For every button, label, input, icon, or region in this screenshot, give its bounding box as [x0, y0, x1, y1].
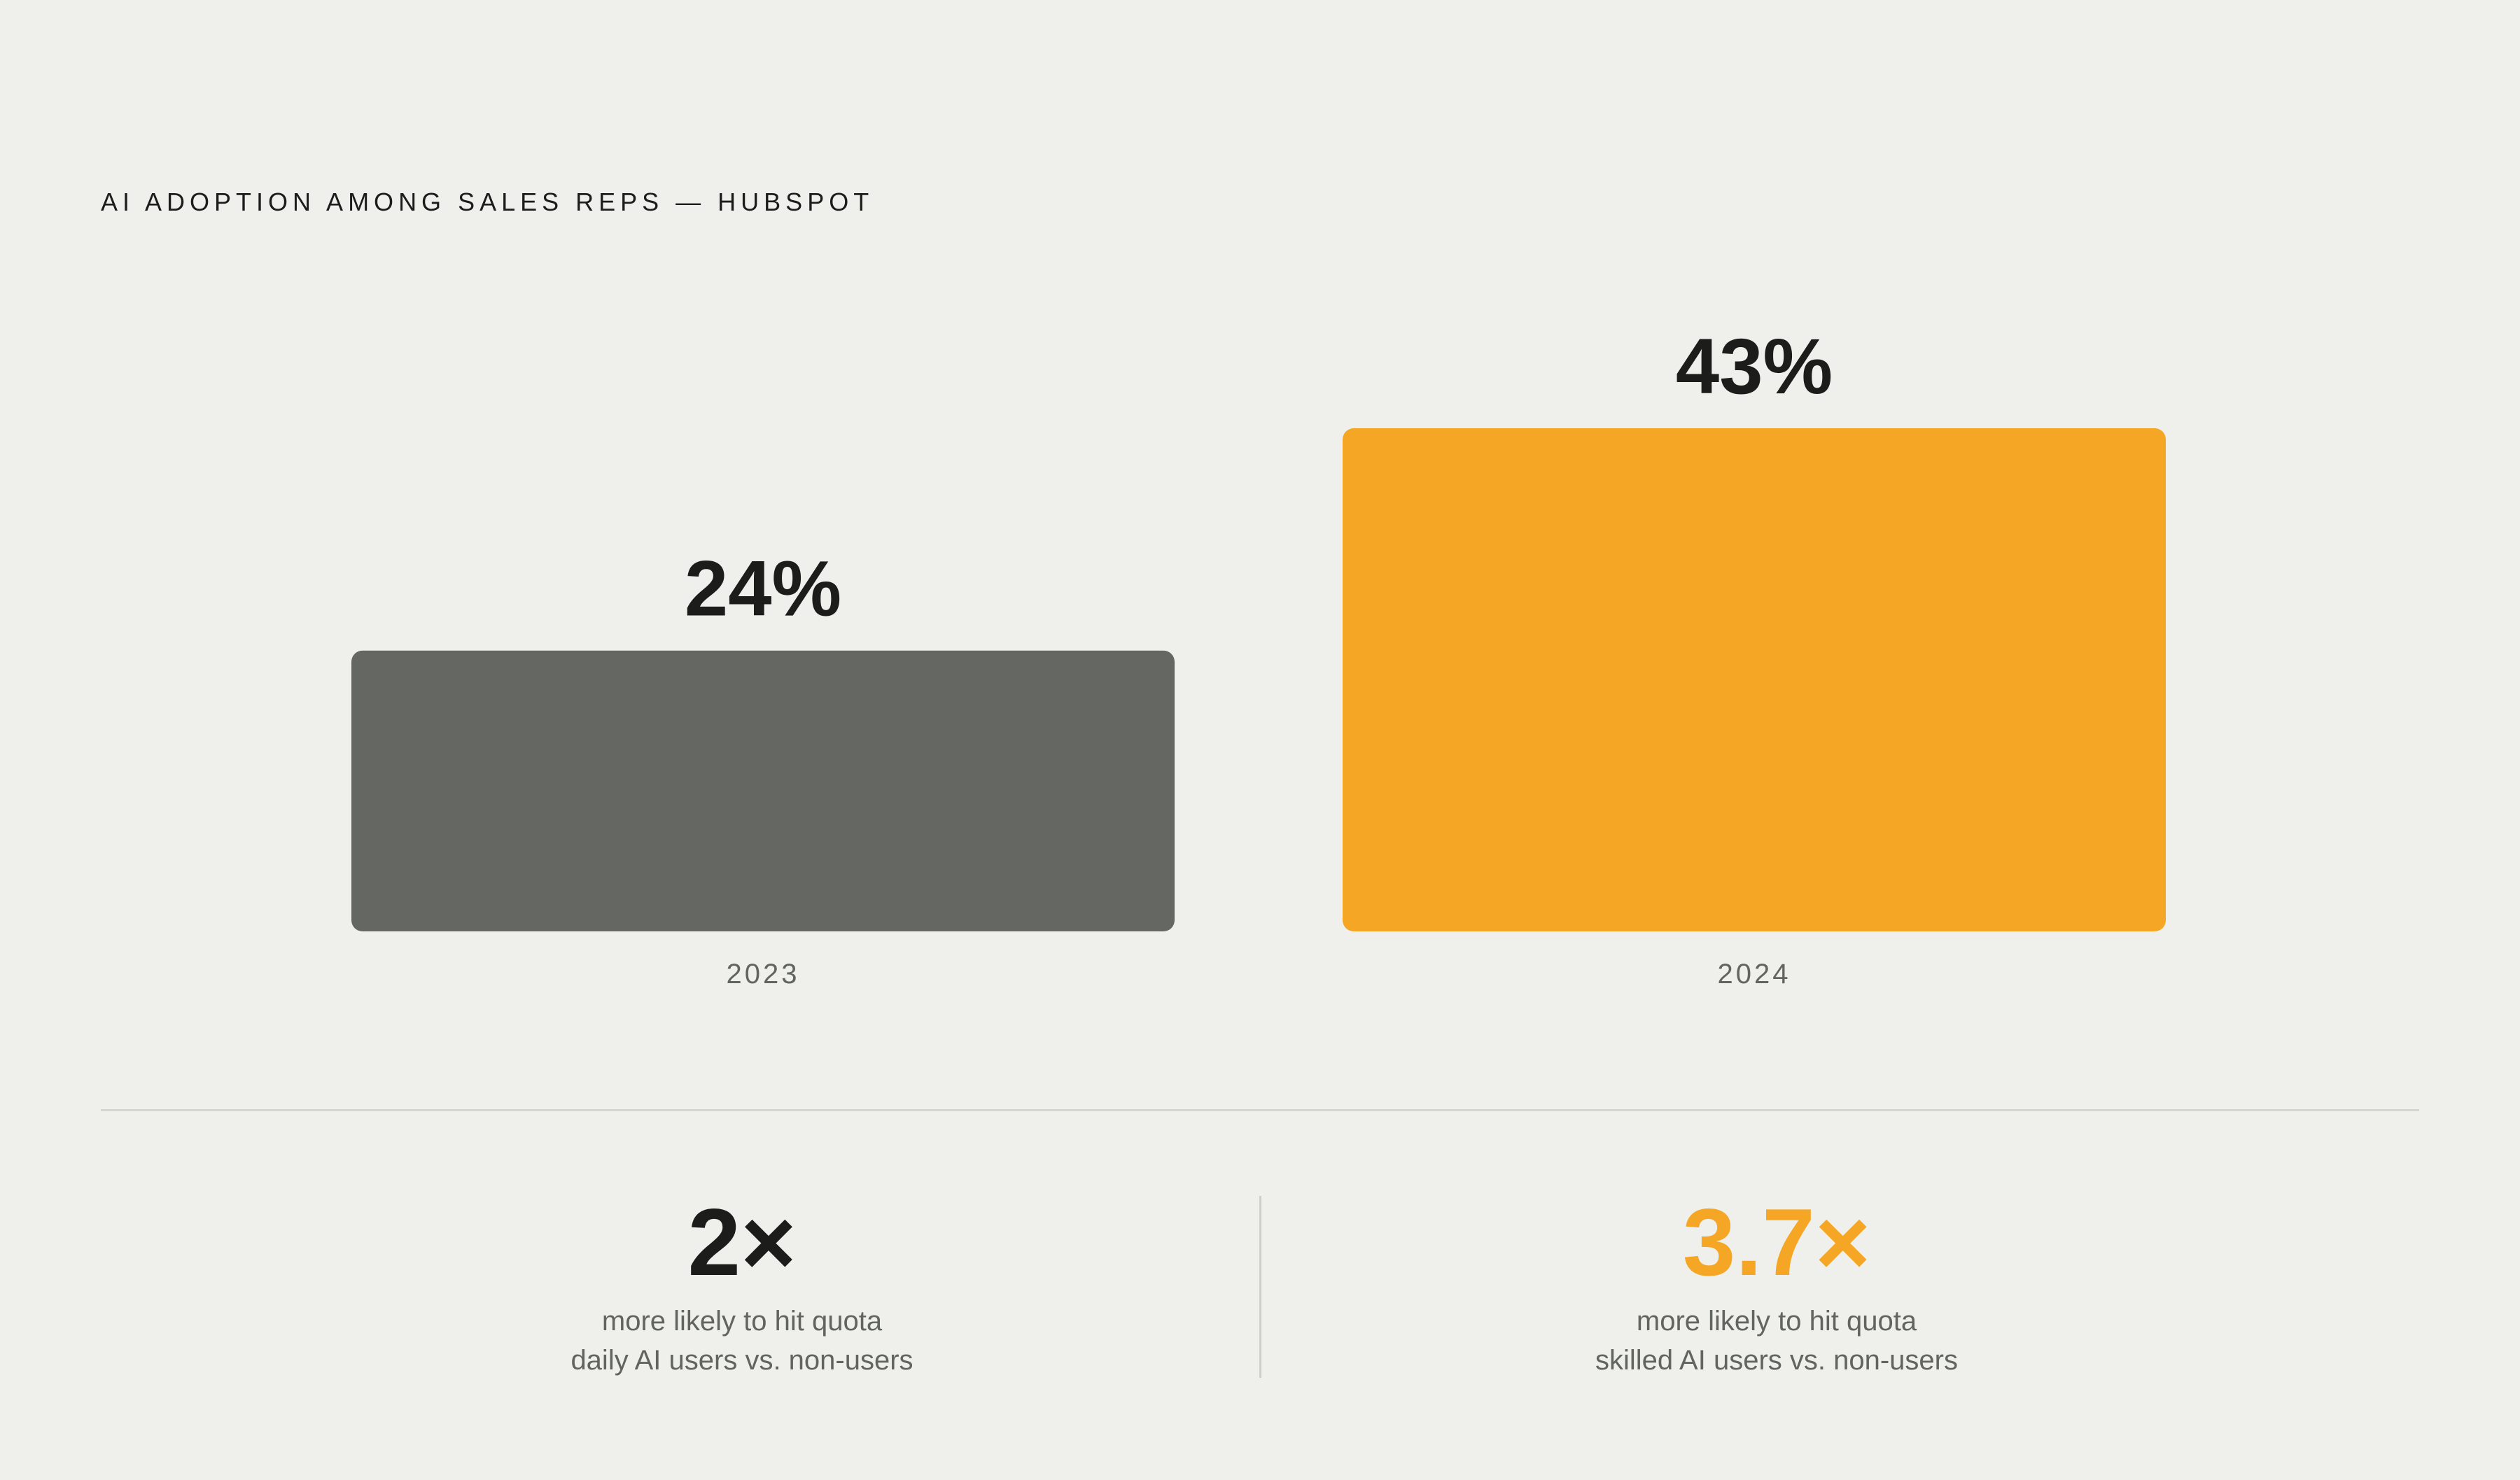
- stat-description: more likely to hit quota: [1636, 1306, 1917, 1337]
- chart-title: AI ADOPTION AMONG SALES REPS — HUBSPOT: [101, 188, 874, 216]
- data-label-2024: 43%: [1676, 323, 1833, 410]
- stat-skilled-ai-users: 3.7× more likely to hit quota skilled AI…: [1427, 1183, 2127, 1380]
- data-label-2023: 24%: [685, 545, 841, 633]
- bar-chart: 24% 2023 43% 2024: [351, 323, 2166, 989]
- x-tick-label-2024: 2024: [1718, 959, 1791, 989]
- bar-2024: [1343, 428, 2166, 931]
- bar-2023: [351, 650, 1175, 931]
- stat-value: 3.7×: [1682, 1189, 1871, 1295]
- stat-comparison: daily AI users vs. non-users: [570, 1345, 913, 1376]
- x-tick-label-2023: 2023: [727, 959, 800, 989]
- horizontal-divider: [101, 1109, 2419, 1111]
- stat-description: more likely to hit quota: [601, 1306, 883, 1337]
- vertical-divider: [1259, 1196, 1261, 1378]
- stat-comparison: skilled AI users vs. non-users: [1595, 1345, 1958, 1376]
- stat-daily-ai-users: 2× more likely to hit quota daily AI use…: [392, 1183, 1092, 1380]
- stat-value: 2×: [687, 1189, 797, 1295]
